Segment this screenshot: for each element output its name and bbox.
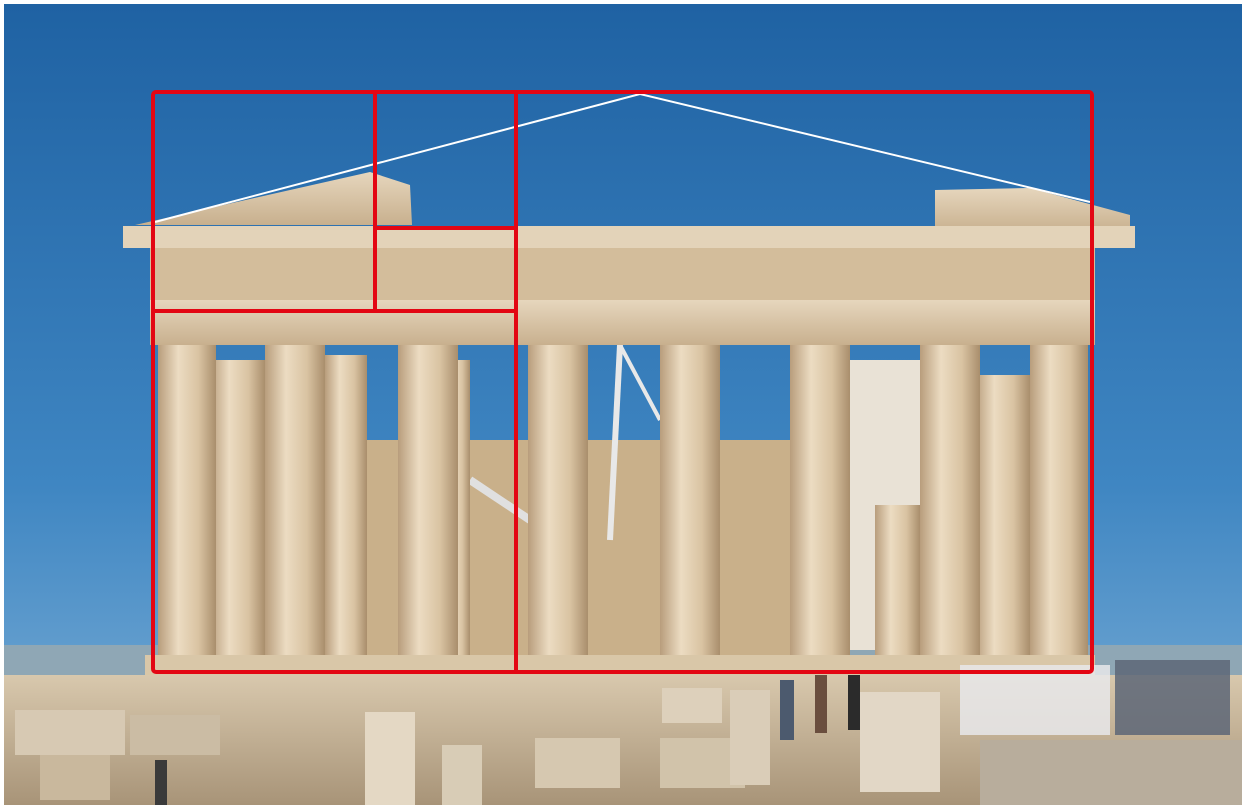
- cornice: [123, 226, 1135, 248]
- block: [662, 688, 722, 723]
- page: [0, 0, 1246, 809]
- column: [790, 345, 850, 657]
- column: [210, 360, 265, 655]
- column: [265, 345, 325, 657]
- block: [40, 755, 110, 800]
- block: [15, 710, 125, 755]
- drum: [365, 712, 415, 805]
- frieze: [150, 248, 1095, 300]
- person: [780, 680, 794, 740]
- drum: [730, 690, 770, 785]
- crowd: [960, 665, 1110, 735]
- column: [975, 375, 1030, 655]
- column: [398, 345, 458, 657]
- person: [848, 675, 860, 730]
- block: [535, 738, 620, 788]
- column: [158, 345, 216, 657]
- pavement: [980, 740, 1242, 805]
- architrave: [150, 300, 1095, 345]
- block: [130, 715, 220, 755]
- column: [875, 505, 920, 655]
- column: [1030, 345, 1088, 657]
- person: [155, 760, 167, 805]
- column: [528, 345, 588, 657]
- photo: [0, 0, 1246, 809]
- person: [815, 675, 827, 733]
- drum: [860, 692, 940, 792]
- drum: [442, 745, 482, 805]
- column: [920, 345, 980, 657]
- crowd: [1115, 660, 1230, 735]
- entablature: [123, 226, 1135, 345]
- column: [660, 345, 720, 657]
- column: [325, 355, 367, 655]
